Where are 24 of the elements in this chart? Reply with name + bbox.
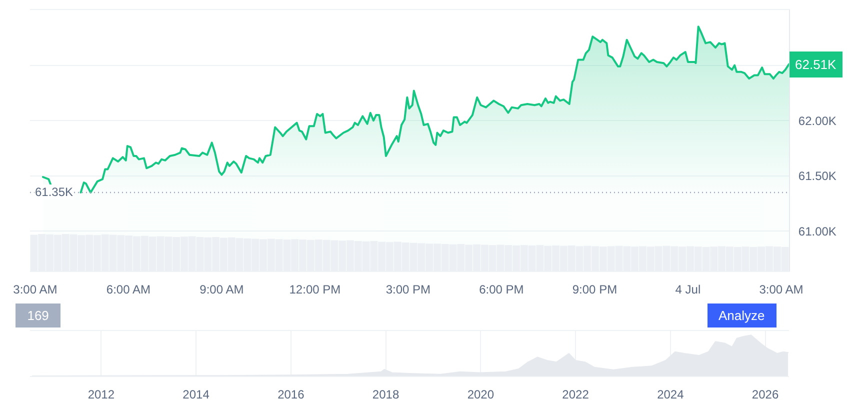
x-tick-label: 2012 [88, 387, 115, 401]
ref-line-label: 61.35K [35, 185, 74, 199]
text: Analyze [712, 308, 772, 323]
text: 169 [20, 308, 56, 323]
x-tick-label: 12:00 PM [289, 282, 341, 296]
y-tick-label: 61.50K [798, 169, 836, 184]
x-tick-label: 6:00 PM [479, 282, 524, 296]
x-tick-label: 2018 [372, 387, 400, 401]
x-tick-label: 2020 [467, 387, 494, 401]
x-tick-label: 2024 [657, 387, 684, 401]
y-tick-label: 62.00K [798, 114, 836, 128]
x-tick-label: 3:00 AM [759, 282, 804, 296]
x-tick-label: 3:00 PM [386, 282, 431, 296]
x-tick-label: 6:00 AM [106, 282, 150, 296]
x-tick-label: 3:00 AM [13, 282, 58, 296]
x-tick-label: 9:00 AM [200, 282, 244, 296]
x-tick-label: 2026 [752, 387, 779, 401]
x-tick-label: 9:00 PM [572, 282, 618, 296]
annotation: 62.51K [795, 57, 837, 72]
x-tick-label: 2022 [562, 387, 590, 401]
x-tick-label: 4 Jul [675, 282, 701, 296]
y-tick-label: 61.00K [798, 224, 836, 238]
x-tick-label: 2014 [182, 387, 210, 401]
x-tick-label: 2016 [278, 387, 305, 401]
